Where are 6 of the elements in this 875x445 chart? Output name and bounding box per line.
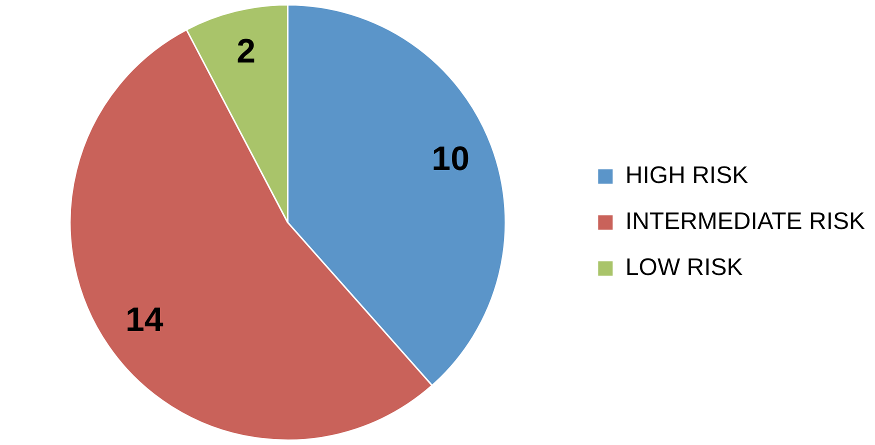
legend-label: HIGH RISK [625,162,748,190]
data-label: 2 [236,32,256,71]
data-label: 14 [125,300,164,339]
legend-label: INTERMEDIATE RISK [625,208,865,236]
legend-label: LOW RISK [625,254,743,282]
data-label: 10 [432,140,470,178]
